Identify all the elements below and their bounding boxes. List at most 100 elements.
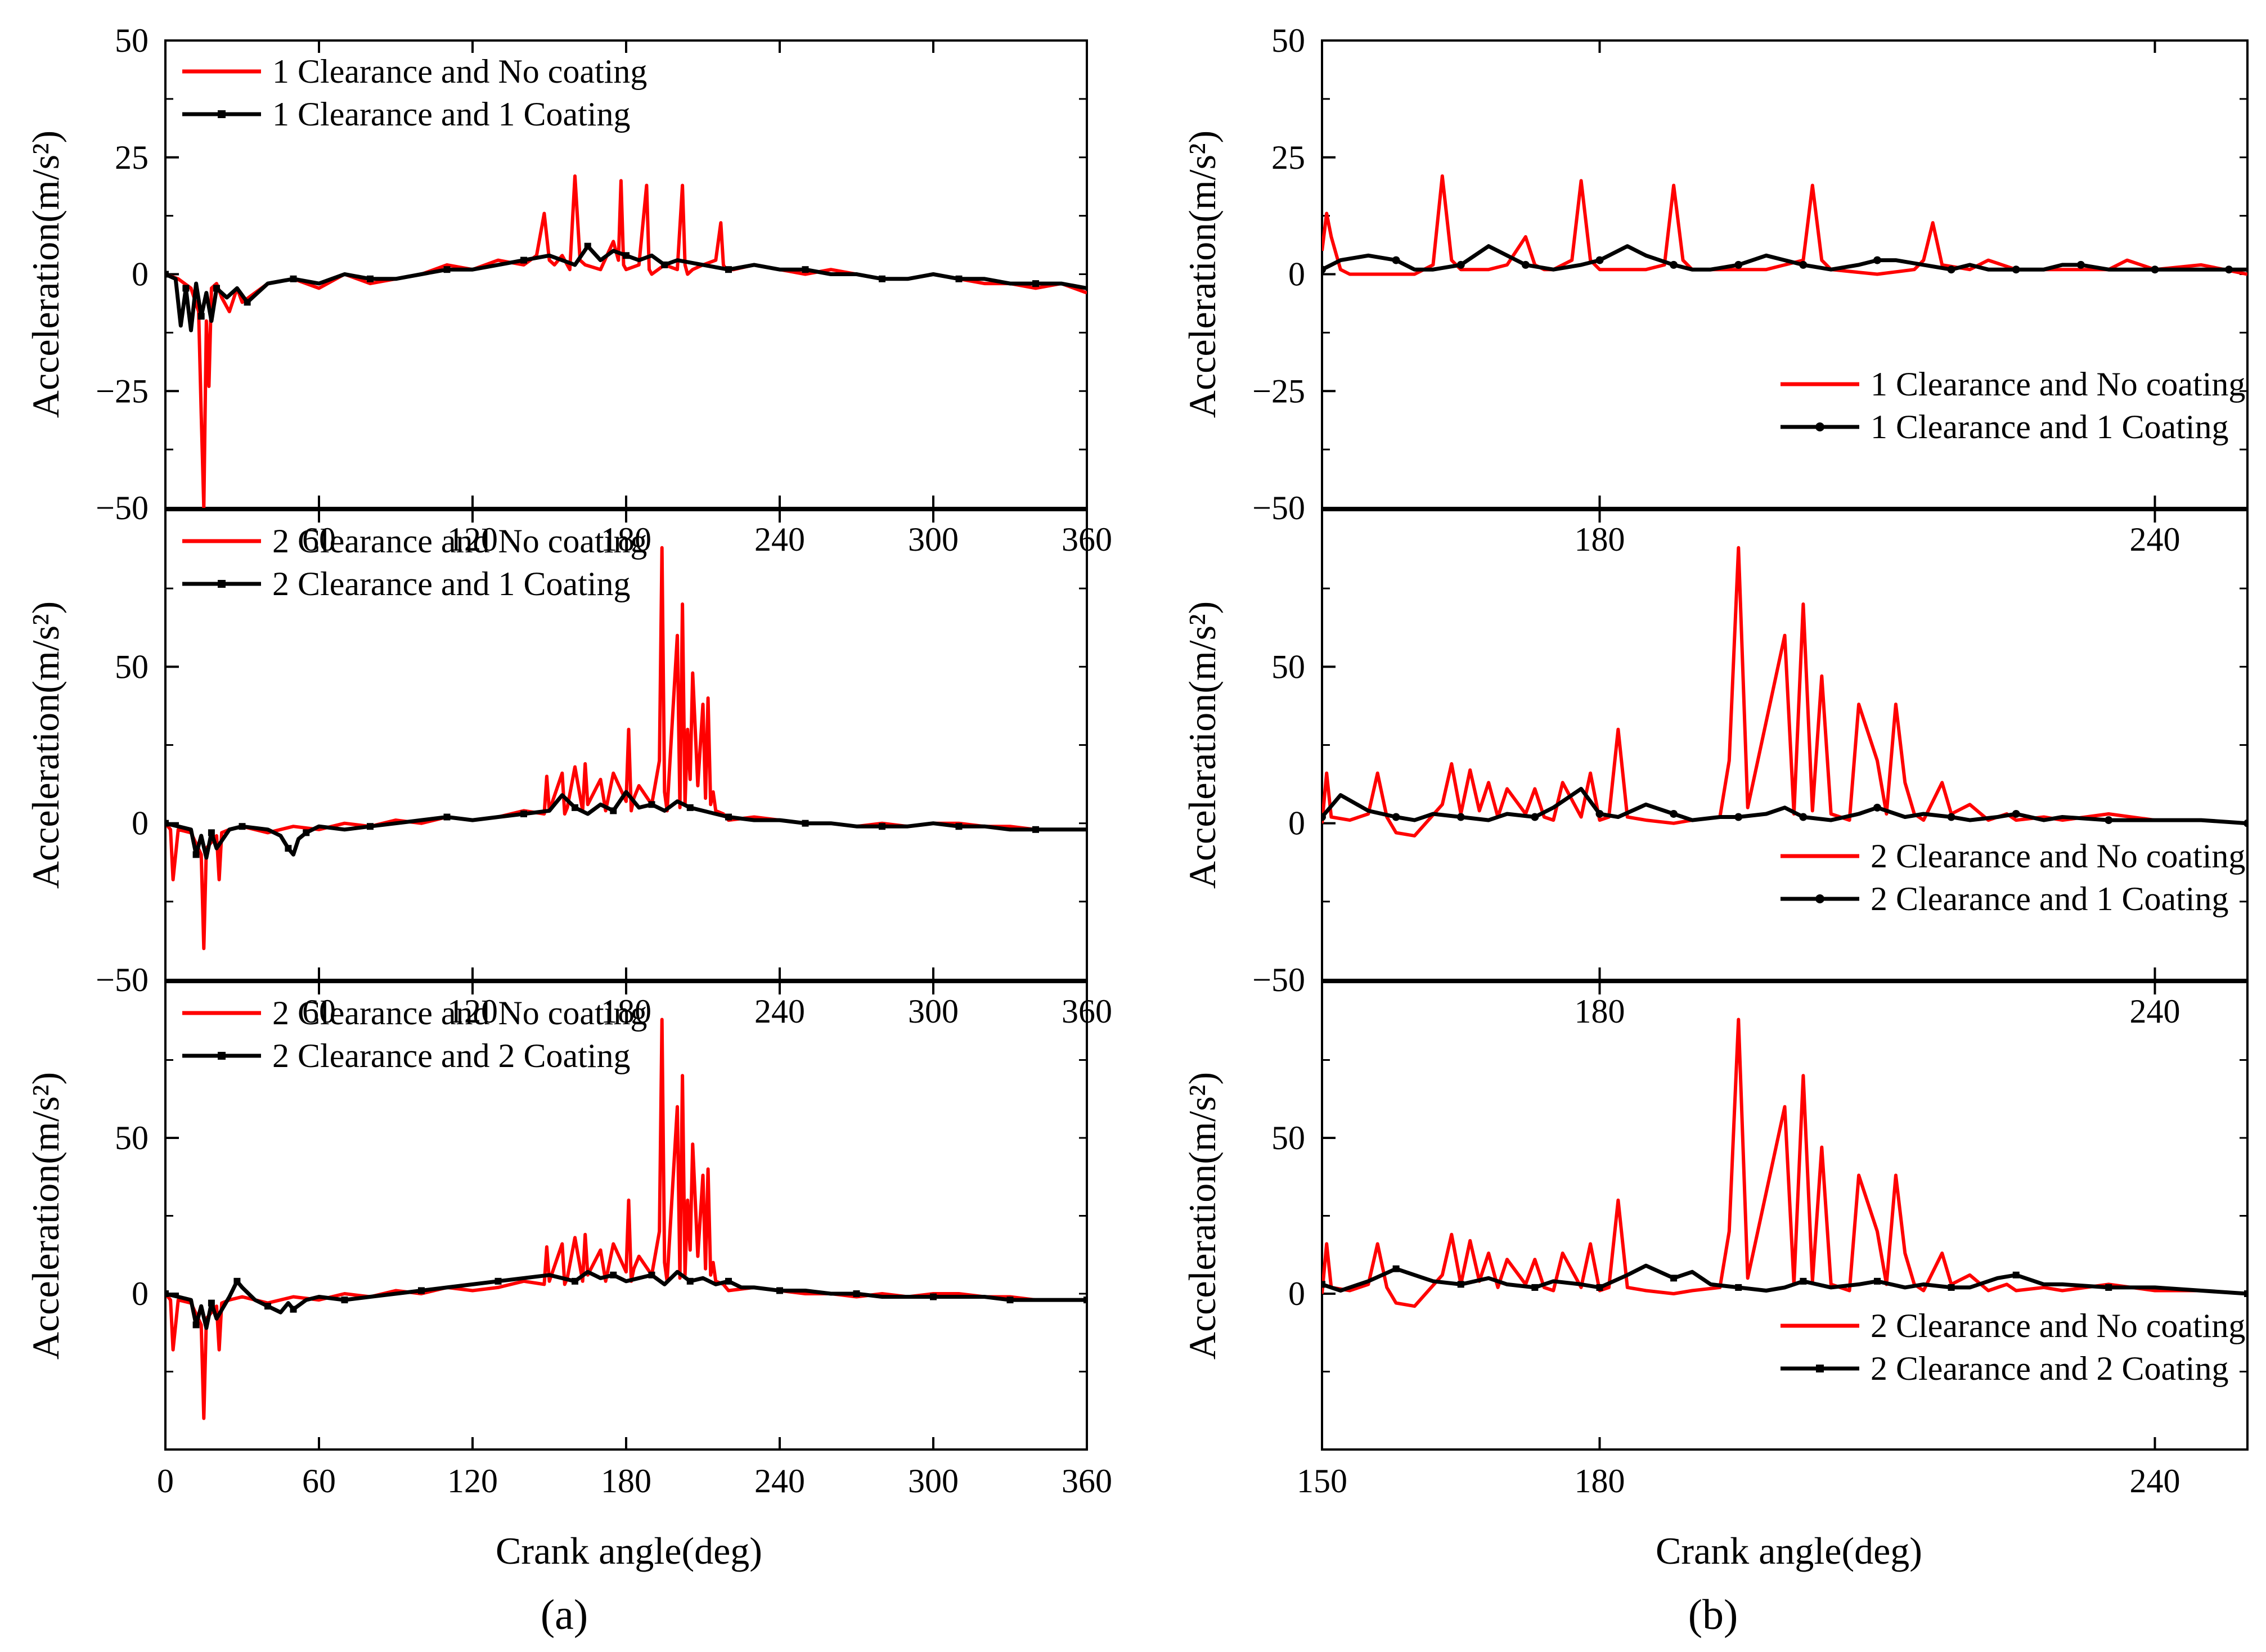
- series-group: [1322, 174, 2247, 276]
- x-tick-label: 120: [447, 521, 498, 558]
- x-tick-label: 180: [1575, 1462, 1625, 1500]
- series-point: [1032, 826, 1039, 833]
- x-tick-label: 0: [157, 1462, 174, 1500]
- x-tick-label: 150: [1297, 1462, 1347, 1500]
- y-tick-label: 50: [115, 1119, 149, 1156]
- series-point: [367, 275, 374, 282]
- series-point: [1734, 813, 1743, 821]
- legend-b3: 2 Clearance and No coating 2 Clearance an…: [1781, 1307, 2245, 1387]
- y-tick-label: 50: [1271, 22, 1305, 59]
- panel-a3: 0 60 120 180 240 300 360 50 0 Acceleration(m/s²) 2…: [24, 981, 1112, 1500]
- series-group: [1322, 1018, 2247, 1308]
- series-point: [165, 271, 169, 278]
- series-point: [264, 1303, 271, 1310]
- x-tick-label: 120: [447, 1462, 498, 1500]
- panel-label-a: (a): [541, 1591, 588, 1639]
- series-point: [955, 275, 963, 282]
- series-line-coating: [1322, 244, 2247, 272]
- series-point: [1322, 813, 1326, 821]
- series-point: [2151, 265, 2159, 274]
- series-point: [1595, 809, 1604, 818]
- series-point: [520, 810, 527, 817]
- series-point: [930, 1293, 937, 1300]
- series-point: [648, 1271, 655, 1279]
- panel-label-b: (b): [1688, 1591, 1738, 1639]
- x-tick-label: 240: [754, 1462, 805, 1500]
- legend-b1: 1 Clearance and No coating 1 Clearance an…: [1781, 366, 2245, 445]
- series-point: [853, 1290, 860, 1297]
- y-tick-label: −25: [96, 372, 149, 409]
- legend-label: 2 Clearance and 1 Coating: [1871, 880, 2228, 917]
- series-point: [2012, 1271, 2020, 1279]
- x-tick-label: 180: [601, 1462, 651, 1500]
- series-point: [2225, 265, 2233, 274]
- y-tick-label: 0: [132, 1275, 149, 1312]
- series-point: [802, 820, 809, 827]
- y-axis-label: Acceleration(m/s²): [24, 130, 67, 418]
- legend-label: 2 Clearance and No coating: [272, 523, 647, 560]
- legend-label: 2 Clearance and No coating: [272, 994, 647, 1032]
- series-point: [725, 1277, 732, 1285]
- series-point: [1531, 813, 1539, 821]
- series-point: [1670, 260, 1678, 269]
- legend-marker: [218, 580, 226, 588]
- series-point: [443, 813, 451, 821]
- y-tick-label: −50: [96, 489, 149, 526]
- series-point: [725, 813, 732, 821]
- x-tick-label: 120: [447, 993, 498, 1030]
- series-point: [572, 1277, 578, 1285]
- series-point: [1531, 1284, 1539, 1291]
- series-point: [197, 313, 205, 320]
- series-line-no-coating: [165, 546, 1087, 951]
- series-point: [1456, 813, 1465, 821]
- x-tick-label: 360: [1062, 1462, 1112, 1500]
- y-axis-label: Acceleration(m/s²): [24, 1072, 67, 1360]
- series-point: [610, 807, 617, 814]
- y-tick-label: 0: [132, 256, 149, 293]
- series-point: [2105, 1284, 2112, 1291]
- series-point: [776, 1287, 783, 1294]
- series-point: [1392, 813, 1400, 821]
- legend-label: 2 Clearance and No coating: [1871, 1307, 2245, 1344]
- series-point: [1670, 1275, 1678, 1282]
- panel-b1: 180 240 50 25 0 −25 −50 Acceleration(m/s²) 1 Cle…: [1181, 22, 2249, 558]
- series-point: [213, 285, 220, 292]
- series-point: [2012, 809, 2020, 818]
- y-tick-label: 0: [132, 805, 149, 842]
- series-point: [165, 1290, 169, 1297]
- series-line-coating: [165, 1270, 1087, 1330]
- series-point: [192, 1321, 200, 1329]
- x-tick-label: 180: [601, 993, 651, 1030]
- legend-a3: 2 Clearance and No coating 2 Clearance an…: [182, 994, 647, 1074]
- legend-label: 2 Clearance and No coating: [1871, 838, 2245, 875]
- x-tick-label: 180: [1575, 521, 1625, 558]
- series-point: [623, 252, 630, 259]
- legend-a2: 2 Clearance and No coating 2 Clearance an…: [182, 523, 647, 602]
- y-tick-label: −50: [1252, 961, 1305, 998]
- series-group: [1322, 546, 2247, 838]
- legend-a1: 1 Clearance and No coating 1 Clearance an…: [182, 53, 647, 133]
- series-group: [165, 1018, 1087, 1420]
- series-point: [1947, 265, 1955, 274]
- legend-label: 2 Clearance and 2 Coating: [272, 1037, 630, 1074]
- xlabel-left: Crank angle(deg): [496, 1529, 762, 1572]
- legend-label: 1 Clearance and No coating: [1871, 366, 2245, 403]
- xlabel-right: Crank angle(deg): [1656, 1529, 1922, 1572]
- series-point: [1799, 260, 1808, 269]
- series-point: [239, 823, 246, 830]
- series-line-no-coating: [165, 1018, 1087, 1420]
- series-point: [1083, 1297, 1087, 1304]
- series-point: [584, 242, 591, 250]
- series-point: [2243, 819, 2247, 827]
- series-line-no-coating: [1322, 1018, 2247, 1308]
- x-tick-label: 240: [2130, 993, 2180, 1030]
- series-point: [1874, 1277, 1881, 1285]
- series-point: [165, 820, 169, 827]
- series-point: [208, 1299, 215, 1307]
- legend-marker: [1815, 422, 1824, 431]
- panel-b2: 180 240 50 0 −50 Acceleration(m/s²) 2 Clearanc…: [1181, 509, 2249, 1030]
- y-axis-label: Acceleration(m/s²): [1181, 130, 1224, 418]
- x-tick-label: 300: [908, 1462, 959, 1500]
- series-point: [208, 829, 215, 836]
